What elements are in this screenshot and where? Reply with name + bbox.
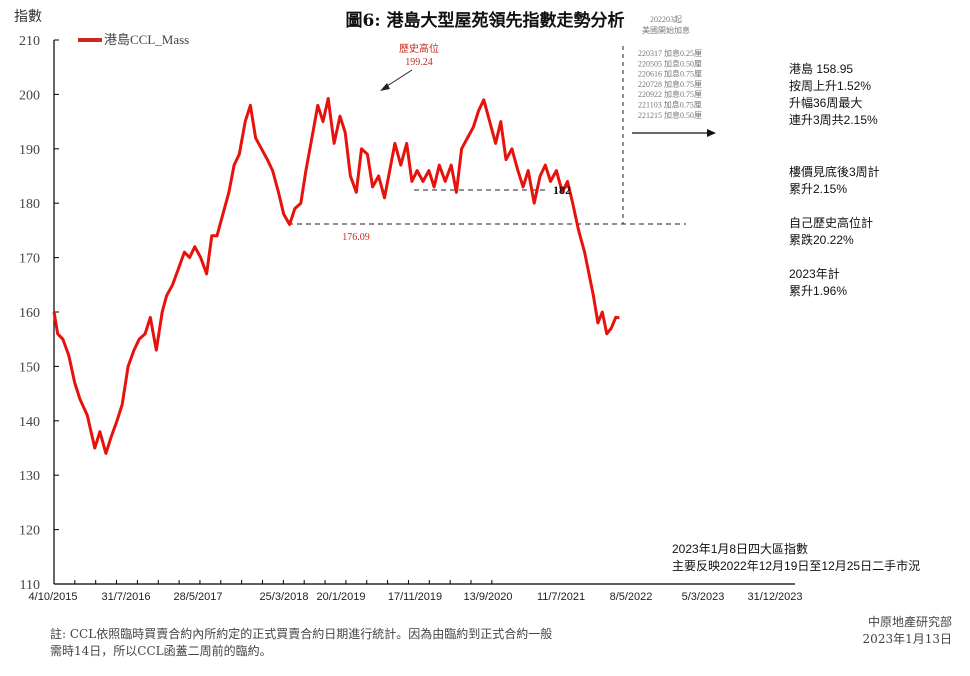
side-note-from-high: 自己歷史高位計 累跌20.22% — [789, 215, 873, 249]
side-note-line: 自己歷史高位計 — [789, 216, 874, 230]
side-note-line: 2023年計 — [789, 267, 840, 281]
x-tick-label: 13/9/2020 — [464, 591, 513, 603]
historic-high-arrow — [383, 69, 413, 89]
y-tick-label: 150 — [19, 360, 40, 375]
x-tick-label: 31/7/2016 — [102, 591, 151, 603]
rate-hike-item: 220317 加息0.25厘 — [638, 48, 702, 58]
data-period-line: 主要反映2022年12月19日至12月25日二手市況 — [672, 559, 921, 573]
x-tick-label: 5/3/2023 — [682, 591, 725, 603]
x-tick-label: 8/5/2022 — [610, 591, 653, 603]
x-ticks: 4/10/2015 31/7/2016 28/5/2017 25/3/2018 20/1… — [29, 580, 803, 603]
legend-label: 港島CCL_Mass — [104, 32, 189, 47]
rate-hike-item: 220616 加息0.75厘 — [638, 69, 702, 79]
side-note-line: 累升1.96% — [789, 284, 848, 298]
ccl-mass-line — [52, 97, 620, 455]
side-note-line: 樓價見底後3周計 — [789, 165, 880, 179]
low-value-label: 176.09 — [342, 232, 370, 243]
side-note-since-bottom: 樓價見底後3周計 累升2.15% — [789, 164, 880, 198]
x-tick-label: 20/1/2019 — [317, 591, 366, 603]
rate-hike-header-2: 美國開始加息 — [642, 25, 690, 35]
rate-hike-item: 220922 加息0.75厘 — [638, 89, 702, 99]
y-tick-label: 200 — [19, 88, 40, 103]
side-note-ytd: 2023年計 累升1.96% — [789, 266, 847, 300]
side-note-current: 港島 158.95 按周上升1.52% 升幅36周最大 連升3周共2.15% — [789, 61, 878, 129]
source-date: 2023年1月13日 — [862, 632, 952, 646]
y-tick-label: 190 — [19, 143, 40, 158]
source-org: 中原地產研究部 — [867, 615, 952, 629]
y-tick-label: 180 — [19, 197, 40, 212]
y-tick-label: 170 — [19, 252, 40, 267]
y-tick-label: 210 — [19, 34, 40, 49]
x-tick-label: 17/11/2019 — [388, 591, 442, 603]
rate-hike-item: 221215 加息0.50厘 — [638, 110, 702, 120]
x-tick-label: 25/3/2018 — [260, 591, 309, 603]
rate-hike-item: 220505 加息0.50厘 — [638, 58, 702, 68]
y-tick-label: 140 — [19, 415, 40, 430]
footnote-line: 註: CCL依照臨時買賣合約內所約定的正式買賣合約日期進行統計。因為由臨約到正式… — [50, 627, 553, 641]
support-value-label: 182 — [553, 183, 571, 197]
historic-high-value: 199.24 — [405, 57, 433, 68]
rate-hike-item: 220728 加息0.75厘 — [638, 79, 702, 89]
y-tick-label: 120 — [19, 524, 40, 539]
rate-hike-item: 221103 加息0.75厘 — [638, 100, 702, 110]
footnote: 註: CCL依照臨時買賣合約內所約定的正式買賣合約日期進行統計。因為由臨約到正式… — [50, 626, 552, 660]
side-note-line: 港島 158.95 — [789, 62, 854, 76]
arrowhead-icon — [380, 83, 390, 91]
x-tick-label: 4/10/2015 — [29, 591, 78, 603]
side-note-line: 累跌20.22% — [789, 233, 854, 247]
x-tick-label: 31/12/2023 — [747, 591, 802, 603]
data-period-line: 2023年1月8日四大區指數 — [672, 542, 809, 556]
side-note-line: 按周上升1.52% — [789, 79, 872, 93]
side-note-line: 累升2.15% — [789, 182, 848, 196]
chart-title: 圖6: 港島大型屋苑領先指數走勢分析 — [345, 11, 625, 31]
rate-hike-header-1: 202203起 — [650, 15, 682, 24]
x-tick-label: 11/7/2021 — [537, 591, 585, 603]
y-ticks: 110 120 130 140 150 160 170 180 190 200 210 — [19, 34, 59, 593]
y-tick-label: 110 — [20, 578, 40, 593]
arrow-right-icon — [707, 129, 716, 137]
data-period-note: 2023年1月8日四大區指數 主要反映2022年12月19日至12月25日二手市… — [672, 541, 920, 575]
source-credit: 中原地產研究部 2023年1月13日 — [863, 614, 952, 648]
historic-high-label: 歷史高位 — [399, 42, 439, 55]
y-axis-label: 指數 — [14, 9, 42, 25]
footnote-line: 需時14日，所以CCL函蓋二周前的臨約。 — [50, 644, 272, 658]
side-note-line: 升幅36周最大 — [789, 96, 863, 110]
y-tick-label: 130 — [19, 469, 40, 484]
y-tick-label: 160 — [19, 306, 40, 321]
x-tick-label: 28/5/2017 — [174, 591, 223, 603]
side-note-line: 連升3周共2.15% — [789, 113, 878, 127]
